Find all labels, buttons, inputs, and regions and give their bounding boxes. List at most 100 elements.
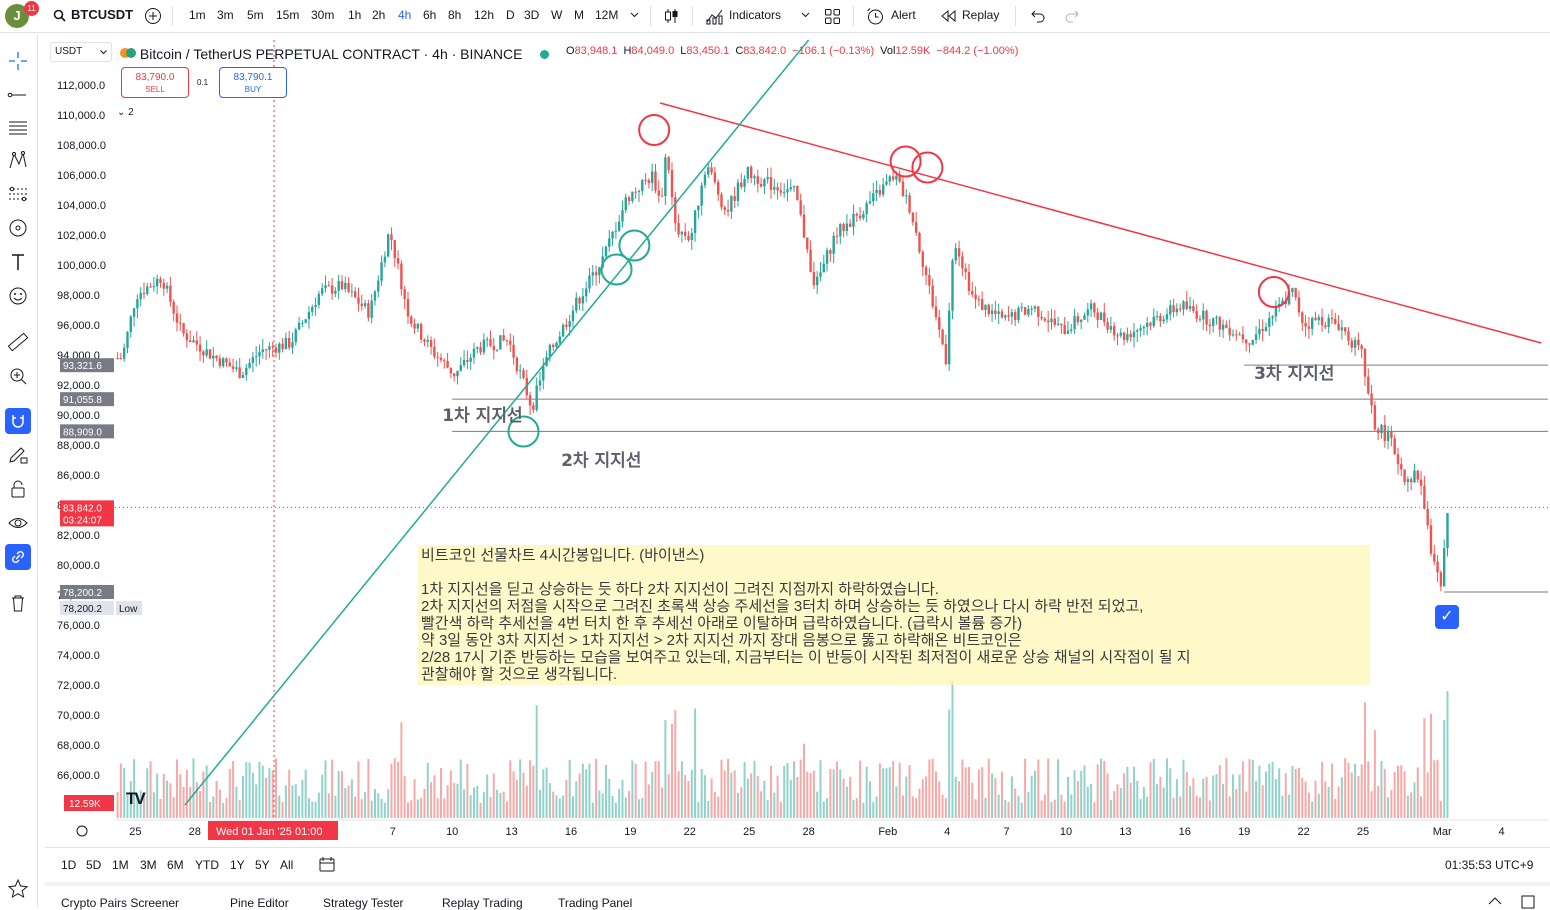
interval-M[interactable]: M	[574, 8, 584, 22]
panel-tab-0[interactable]: Crypto Pairs Screener	[61, 896, 180, 910]
volume-bar	[885, 768, 888, 818]
interval-15m[interactable]: 15m	[276, 8, 300, 22]
touch-point-circle[interactable]	[889, 145, 922, 178]
zoom-tool[interactable]	[5, 363, 31, 389]
candle-body	[149, 286, 152, 288]
touch-point-circle[interactable]	[911, 151, 944, 184]
alert-button[interactable]: Alert	[891, 8, 916, 22]
volume-bar	[512, 771, 515, 818]
volume-bar	[367, 759, 370, 818]
interval-3m[interactable]: 3m	[217, 8, 234, 22]
range-1d[interactable]: 1D	[61, 858, 77, 872]
analysis-note[interactable]: 비트코인 선물차트 4시간봉입니다. (바이낸스) 1차 지지선을 딛고 상승하…	[418, 545, 1370, 685]
range-3m[interactable]: 3M	[140, 858, 157, 872]
range-1y[interactable]: 1Y	[230, 858, 245, 872]
interval-5m[interactable]: 5m	[247, 8, 264, 22]
interval-1m[interactable]: 1m	[189, 8, 206, 22]
touch-point-circle[interactable]	[638, 114, 671, 146]
panel-tab-4[interactable]: Trading Panel	[558, 896, 633, 910]
hide-tool[interactable]	[5, 510, 31, 536]
crosshair-tool[interactable]	[5, 48, 31, 74]
magnet-tool[interactable]	[5, 408, 31, 434]
support-annotation-label[interactable]: 1차 지지선	[442, 406, 522, 426]
search-icon[interactable]	[53, 9, 66, 22]
undo-icon[interactable]	[1030, 9, 1046, 23]
touch-point-circle[interactable]	[600, 253, 633, 286]
stay-drawing-tool[interactable]	[5, 442, 31, 468]
interval-12M[interactable]: 12M	[595, 8, 619, 22]
indicators-button[interactable]: Indicators	[729, 8, 782, 22]
maximize-icon[interactable]	[1521, 895, 1535, 909]
interval-W[interactable]: W	[551, 8, 563, 22]
replay-icon[interactable]	[940, 9, 957, 23]
downtrend-line[interactable]	[659, 102, 1542, 344]
interval-3D[interactable]: 3D	[524, 8, 540, 22]
interval-D[interactable]: D	[506, 8, 515, 22]
checkbox-icon[interactable]: ✓	[1435, 605, 1459, 629]
range-5y[interactable]: 5Y	[255, 858, 270, 872]
candle-body	[703, 174, 707, 186]
lock-tool[interactable]	[5, 476, 31, 502]
range-1m[interactable]: 1M	[112, 858, 129, 872]
goto-date-icon[interactable]	[318, 855, 336, 873]
chart-legend[interactable]: Bitcoin / TetherUS PERPETUAL CONTRACT · …	[120, 45, 550, 62]
currency-selector[interactable]: USDT	[50, 42, 112, 62]
settings-gear-icon[interactable]	[76, 825, 88, 837]
volume-bar	[773, 792, 776, 818]
interval-30m[interactable]: 30m	[311, 8, 335, 22]
candle-body	[720, 194, 723, 208]
uptrend-line[interactable]	[184, 39, 810, 806]
price-chart[interactable]: 112,000.0 110,000.0 108,000.0 106,000.0 104,…	[0, 0, 1550, 845]
interval-1h[interactable]: 1h	[348, 8, 362, 22]
touch-point-circle[interactable]	[618, 229, 651, 262]
candle-body	[172, 301, 175, 314]
range-5d[interactable]: 5D	[86, 858, 102, 872]
trendline-tool[interactable]	[5, 82, 31, 108]
candle-body	[848, 223, 852, 227]
candles-chart-type-icon[interactable]	[662, 7, 680, 25]
candle-body	[320, 288, 324, 294]
fib-tool[interactable]	[5, 115, 31, 141]
symbol-search[interactable]: BTCUSDT	[71, 7, 134, 22]
range-ytd[interactable]: YTD	[195, 858, 219, 872]
candle-body	[667, 157, 670, 171]
range-6m[interactable]: 6M	[167, 858, 184, 872]
chevron-down-icon[interactable]	[801, 12, 810, 18]
range-all[interactable]: All	[280, 858, 294, 872]
support-annotation-label[interactable]: 3차 지지선	[1254, 364, 1334, 384]
panel-tab-3[interactable]: Replay Trading	[442, 896, 523, 910]
interval-8h[interactable]: 8h	[448, 8, 462, 22]
volume-bar	[977, 769, 980, 818]
compare-symbol-icon[interactable]	[144, 7, 162, 25]
clock-timezone[interactable]: 01:35:53 UTC+9	[1445, 858, 1534, 872]
panel-tab-1[interactable]: Pine Editor	[230, 896, 289, 910]
indicators-icon[interactable]	[705, 7, 724, 25]
alert-clock-icon[interactable]	[866, 7, 885, 26]
pattern-tool[interactable]	[5, 148, 31, 174]
icon-tool[interactable]	[5, 283, 31, 309]
sync-tool[interactable]	[5, 544, 31, 570]
text-tool[interactable]	[5, 249, 31, 275]
interval-4h[interactable]: 4h	[398, 8, 412, 22]
interval-2h[interactable]: 2h	[372, 8, 386, 22]
redo-icon[interactable]	[1064, 9, 1080, 23]
panel-tab-2[interactable]: Strategy Tester	[323, 896, 404, 910]
chevron-down-icon[interactable]	[630, 12, 639, 18]
remove-tool[interactable]	[5, 590, 31, 616]
layout-grid-icon[interactable]	[824, 8, 841, 25]
interval-12h[interactable]: 12h	[474, 8, 495, 22]
favorites-tool[interactable]	[5, 876, 31, 902]
support-annotation-label[interactable]: 2차 지지선	[561, 451, 641, 471]
prediction-tool[interactable]	[5, 181, 31, 207]
replay-button[interactable]: Replay	[962, 8, 1000, 22]
interval-6h[interactable]: 6h	[423, 8, 437, 22]
volume-bar	[426, 762, 429, 818]
sell-button[interactable]: 83,790.0 SELL	[121, 67, 189, 98]
touch-point-circle[interactable]	[1257, 276, 1290, 308]
measure-tool[interactable]	[5, 329, 31, 355]
brush-tool[interactable]	[5, 215, 31, 241]
lines-count-toggle[interactable]: ⌄ 2	[117, 107, 134, 118]
chevron-up-icon[interactable]	[1488, 897, 1502, 905]
touch-point-circle[interactable]	[507, 415, 540, 448]
buy-button[interactable]: 83,790.1 BUY	[219, 67, 287, 98]
